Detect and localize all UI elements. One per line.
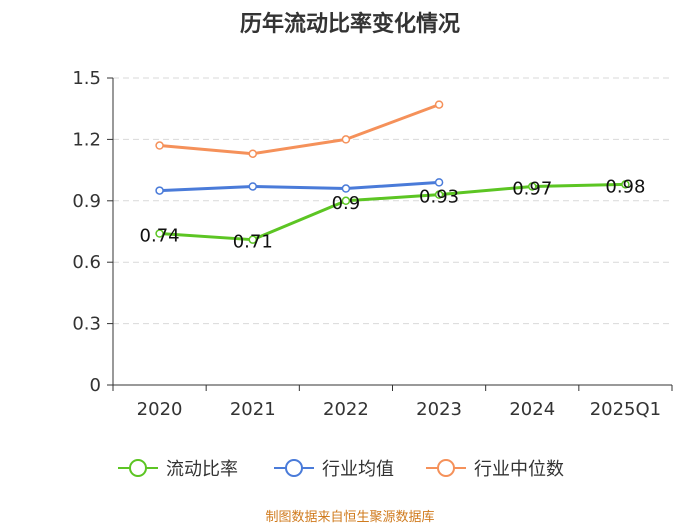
data-point [621, 180, 630, 189]
data-point [341, 184, 351, 193]
data-labels: 0.74 0.71 0.9 0.93 0.97 0.98 [140, 176, 646, 252]
y-tick-label: 0.6 [72, 252, 101, 273]
x-tick-label: 2020 [137, 399, 183, 420]
legend-label: 行业中位数 [474, 459, 564, 480]
legend-marker [437, 459, 455, 477]
y-tick-label: 0.3 [72, 314, 101, 335]
legend-label: 流动比率 [166, 459, 238, 480]
data-label: 0.97 [512, 178, 552, 199]
legend-label: 行业均值 [322, 459, 394, 480]
x-tick-label: 2021 [230, 399, 276, 420]
series-lines [155, 100, 630, 244]
axes: 0 0.3 0.6 0.9 1.2 1.5 2020 2021 2022 2023 2024 2025… [72, 68, 673, 420]
data-label: 0.71 [233, 232, 273, 253]
series-line-0 [159, 182, 626, 242]
data-point [434, 100, 444, 109]
data-point [434, 190, 444, 199]
legend-marker [129, 459, 147, 477]
x-tick-label: 2025Q1 [590, 399, 661, 420]
data-point [528, 182, 537, 191]
data-point [248, 149, 257, 158]
series-line-2 [159, 103, 440, 156]
y-tick-label: 0.9 [72, 191, 101, 212]
data-point [434, 178, 444, 187]
y-tick-label: 1.2 [72, 129, 101, 150]
source-note: 制图数据来自恒生聚源数据库 [265, 510, 435, 525]
data-point [341, 135, 351, 144]
data-point [248, 182, 257, 191]
data-point [155, 141, 164, 150]
data-point [155, 186, 164, 195]
data-label: 0.93 [419, 187, 459, 208]
data-point [341, 196, 351, 206]
x-tick-label: 2022 [323, 399, 369, 420]
data-label: 0.98 [605, 176, 645, 197]
grid-lines [113, 77, 672, 325]
x-tick-label: 2023 [416, 399, 462, 420]
data-point [155, 229, 164, 238]
data-point [248, 235, 257, 244]
y-tick-label: 0 [90, 375, 101, 396]
series-line-1 [159, 180, 440, 193]
x-tick-label: 2024 [509, 399, 555, 420]
y-tick-label: 1.5 [72, 68, 101, 89]
chart-title: 历年流动比率变化情况 [239, 12, 460, 37]
data-label: 0.9 [332, 193, 361, 214]
legend-marker [285, 459, 303, 477]
data-label: 0.74 [140, 226, 180, 247]
legend: 流动比率 行业均值 行业中位数 [118, 459, 564, 480]
